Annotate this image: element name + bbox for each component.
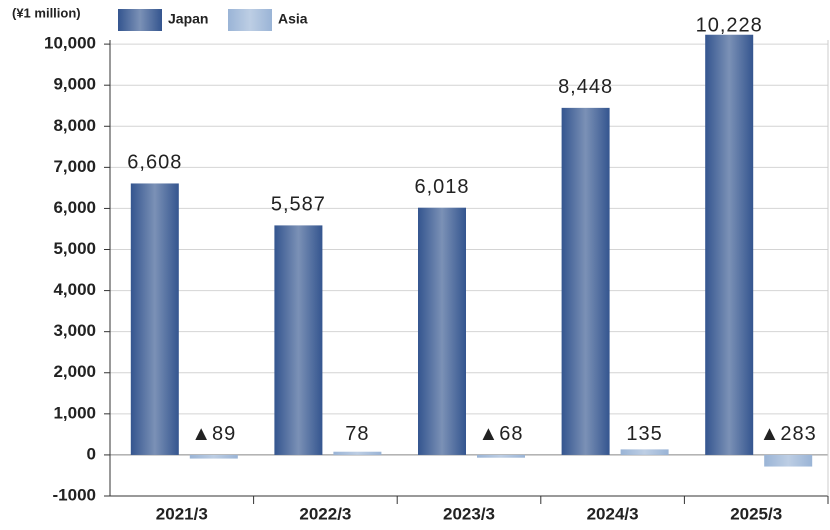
value-label: 5,587 <box>271 194 326 216</box>
bar <box>705 34 754 455</box>
y-tick-label: 7,000 <box>53 157 96 176</box>
bar <box>620 449 669 455</box>
bar <box>764 454 813 467</box>
x-tick-label: 2021/3 <box>156 504 208 523</box>
bar <box>561 107 610 455</box>
bar <box>274 225 323 455</box>
y-tick-label: 10,000 <box>44 34 96 53</box>
y-tick-label: 0 <box>87 444 96 463</box>
value-label: ▲89 <box>191 423 236 445</box>
legend-label: Japan <box>168 11 208 27</box>
value-label: 78 <box>345 423 369 445</box>
y-tick-label: 5,000 <box>53 239 96 258</box>
y-tick-label: 1,000 <box>53 403 96 422</box>
x-tick-label: 2024/3 <box>587 504 639 523</box>
value-label: 6,018 <box>414 176 469 198</box>
bar <box>130 183 179 455</box>
bar <box>418 207 466 455</box>
y-axis-label: (¥1 million) <box>12 5 81 20</box>
value-label: 6,608 <box>127 152 182 174</box>
y-tick-label: 4,000 <box>53 280 96 299</box>
legend-swatch <box>228 9 272 31</box>
value-label: ▲68 <box>478 423 523 445</box>
y-tick-label: 2,000 <box>53 362 96 381</box>
bar <box>189 454 238 459</box>
value-label: 10,228 <box>696 14 763 36</box>
y-tick-label: 6,000 <box>53 198 96 217</box>
x-tick-label: 2023/3 <box>443 504 495 523</box>
y-tick-label: 3,000 <box>53 321 96 340</box>
y-tick-label: 8,000 <box>53 116 96 135</box>
bar <box>333 451 382 455</box>
value-label: 135 <box>626 423 662 445</box>
legend-label: Asia <box>278 11 308 27</box>
x-tick-label: 2022/3 <box>299 504 351 523</box>
legend-swatch <box>118 9 162 31</box>
value-label: 8,448 <box>558 76 613 98</box>
y-tick-label: 9,000 <box>53 75 96 94</box>
x-tick-label: 2025/3 <box>730 504 782 523</box>
value-label: ▲283 <box>760 423 817 445</box>
y-tick-label: -1000 <box>53 485 96 504</box>
bar <box>477 454 525 458</box>
